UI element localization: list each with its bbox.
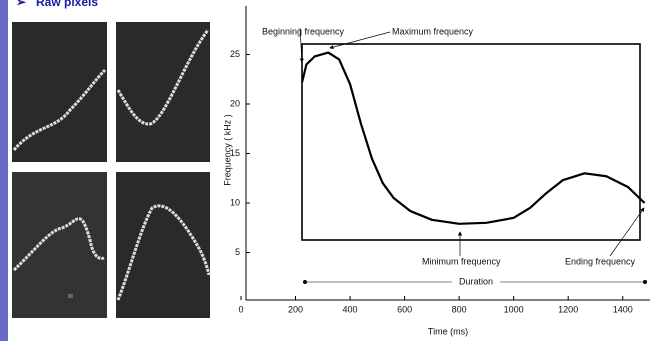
header-title: Raw pixels (36, 0, 98, 9)
x-tick-label: 800 (452, 304, 467, 314)
y-tick-label: 15 (230, 148, 240, 158)
annotation: Maximum frequency (392, 26, 474, 36)
slide: ➢ Raw pixels Beginning frequency Maximum… (0, 0, 650, 341)
bullet: ➢ (16, 0, 27, 9)
side-bar (0, 0, 8, 341)
x-tick-label: 400 (343, 304, 358, 314)
y-tick-label: 5 (235, 247, 240, 257)
x-axis-label: Time (ms) (428, 326, 468, 336)
pixel-images (12, 22, 210, 318)
x-tick-label: 1400 (613, 304, 633, 314)
y-tick-label: 20 (230, 98, 240, 108)
x-tick-label: 1000 (504, 304, 524, 314)
y-tick-label: 10 (230, 197, 240, 207)
x-tick-label: 600 (397, 304, 412, 314)
x-tick-label: 0 (238, 304, 243, 314)
data-line (302, 53, 644, 224)
annotation: Duration (459, 276, 493, 286)
annotation: Ending frequency (565, 256, 636, 266)
annotation: Beginning frequency (262, 26, 345, 36)
y-tick-label: 25 (230, 49, 240, 59)
annotation: Minimum frequency (422, 256, 501, 266)
x-tick-label: 1200 (558, 304, 578, 314)
x-tick-label: 200 (288, 304, 303, 314)
